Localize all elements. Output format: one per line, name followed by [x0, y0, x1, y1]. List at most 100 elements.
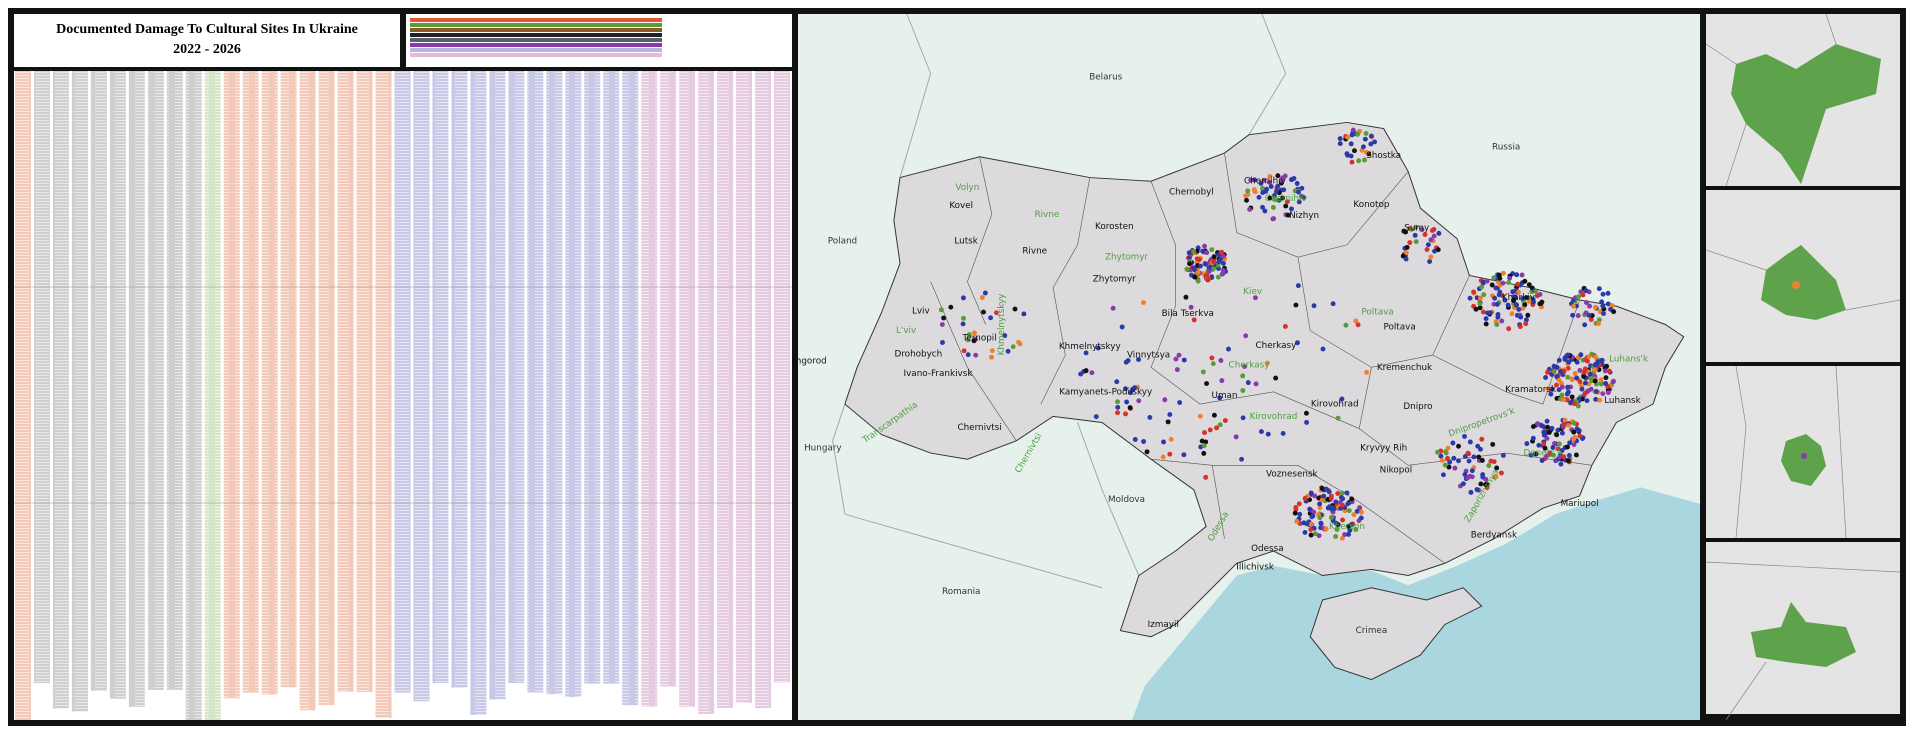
crimea-outline [1309, 587, 1483, 681]
list-column-text [71, 71, 88, 712]
damage-site [1554, 374, 1560, 379]
damage-site [1586, 354, 1592, 360]
damage-site [1583, 300, 1589, 306]
damage-site [1191, 265, 1196, 271]
damage-site [1349, 496, 1355, 502]
damage-site [1188, 304, 1194, 310]
ukraine-outline [844, 121, 1685, 638]
damage-site [1339, 535, 1345, 541]
damage-site [1258, 429, 1264, 435]
damage-site [939, 322, 945, 327]
damage-site [973, 352, 979, 358]
damage-site [1311, 303, 1317, 309]
damage-site [1343, 322, 1349, 328]
damage-site [1333, 499, 1339, 505]
damage-site [1579, 396, 1585, 402]
list-column-text [166, 71, 183, 690]
damage-site [1275, 173, 1281, 179]
damage-site [1592, 367, 1598, 373]
damage-site [1321, 493, 1327, 499]
damage-site [948, 304, 954, 310]
damage-site [1494, 301, 1500, 307]
damage-site [1596, 317, 1602, 323]
damage-site [1569, 377, 1575, 383]
damage-site [1546, 430, 1552, 435]
damage-site [1361, 144, 1366, 150]
damage-site [1551, 452, 1557, 458]
damage-site [1492, 295, 1498, 301]
list-column-text [774, 71, 790, 683]
damage-site [1544, 453, 1549, 459]
damage-site [1345, 501, 1351, 507]
damage-site [1603, 381, 1609, 386]
region-label: Donets'k [1524, 449, 1564, 459]
swatch [410, 43, 662, 47]
damage-site [1340, 496, 1346, 502]
damage-site [1253, 295, 1258, 301]
damage-site [1335, 491, 1341, 496]
damage-site [1597, 397, 1603, 403]
city-label: Lutsk [954, 237, 978, 247]
damage-site [1533, 288, 1539, 294]
region-label: Kirovohrad [1250, 412, 1298, 422]
damage-site [1345, 134, 1351, 140]
damage-site [1215, 274, 1221, 280]
damage-site [1483, 482, 1489, 488]
damage-site [1220, 260, 1226, 266]
city-label: Kamyanets-Podilskyy [1059, 387, 1152, 397]
damage-site [1576, 294, 1582, 299]
damage-site [1562, 417, 1568, 423]
damage-site [1308, 527, 1314, 533]
damage-site [1294, 518, 1300, 524]
damage-site [1502, 297, 1508, 303]
list-column-text [622, 71, 639, 706]
damage-site [1419, 227, 1425, 233]
damage-site [1270, 216, 1276, 222]
damage-site [1289, 176, 1295, 182]
city-label: Illichivsk [1236, 562, 1275, 572]
damage-site [1247, 206, 1253, 212]
damage-site [1202, 243, 1207, 249]
list-column-text [242, 71, 259, 693]
damage-site [1577, 379, 1583, 385]
damage-site [989, 348, 995, 354]
damage-site [1002, 333, 1008, 339]
damage-site [1487, 310, 1493, 316]
damage-site [1266, 179, 1272, 185]
damage-site [1333, 520, 1339, 526]
damage-site [1561, 454, 1567, 460]
damage-site [1543, 375, 1549, 380]
damage-site [1565, 444, 1570, 450]
damage-site [1424, 247, 1430, 252]
damage-site [1256, 194, 1262, 200]
damage-site [1539, 299, 1545, 305]
region-label: Chernihiv [1265, 194, 1307, 204]
damage-site [1413, 239, 1419, 245]
damage-site [971, 338, 977, 344]
list-column-text [432, 71, 449, 684]
damage-site [1599, 299, 1605, 305]
damage-site [1265, 431, 1271, 437]
damage-site [1209, 355, 1215, 361]
damage-site [1320, 346, 1326, 352]
damage-site [1285, 212, 1291, 218]
poster-frame: Documented Damage To Cultural Sites In U… [8, 8, 1906, 726]
damage-site [1282, 324, 1288, 329]
damage-site [1599, 357, 1605, 363]
damage-site [1339, 490, 1345, 496]
damage-site [1353, 527, 1359, 532]
damage-site [1273, 375, 1279, 381]
damage-site [1611, 378, 1616, 384]
damage-site [1184, 266, 1190, 272]
damage-site [1372, 139, 1378, 145]
region-label: Rivne [1035, 210, 1060, 220]
list-column-text [451, 71, 468, 688]
city-label: Odessa [1251, 544, 1283, 554]
damage-site [1494, 465, 1500, 471]
damage-site [1204, 250, 1210, 256]
damage-site [1571, 303, 1576, 309]
damage-site [1479, 457, 1485, 463]
damage-site [1469, 474, 1475, 480]
damage-site [1160, 454, 1166, 460]
damage-site [1491, 275, 1497, 281]
